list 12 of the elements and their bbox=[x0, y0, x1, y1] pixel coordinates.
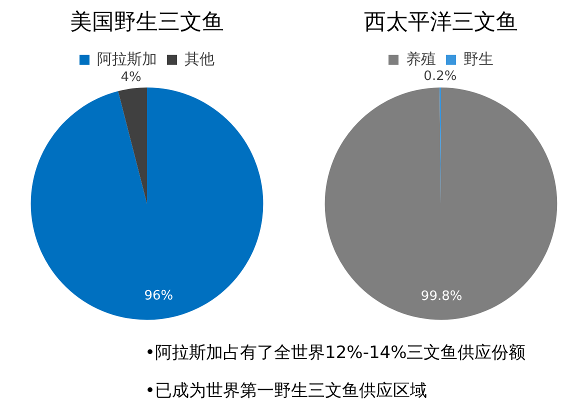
text: •已成为世界第一野生三文鱼供应区域 bbox=[145, 380, 428, 403]
legend-label: 阿拉斯加 bbox=[97, 50, 157, 68]
chart-title: 西太平洋三文鱼 bbox=[364, 10, 518, 35]
legend-label: 野生 bbox=[464, 50, 494, 68]
chart-title: 美国野生三文鱼 bbox=[70, 10, 224, 35]
legend-label: 其他 bbox=[184, 50, 214, 68]
text: •阿拉斯加占有了全世界12%-14%三文鱼供应份额 bbox=[145, 342, 527, 365]
data-label: 99.8% bbox=[420, 289, 462, 304]
data-label: 96% bbox=[144, 288, 174, 304]
data-label: 0.2% bbox=[424, 68, 457, 84]
data-label: 4% bbox=[120, 70, 142, 85]
legend-label: 养殖 bbox=[406, 50, 436, 68]
